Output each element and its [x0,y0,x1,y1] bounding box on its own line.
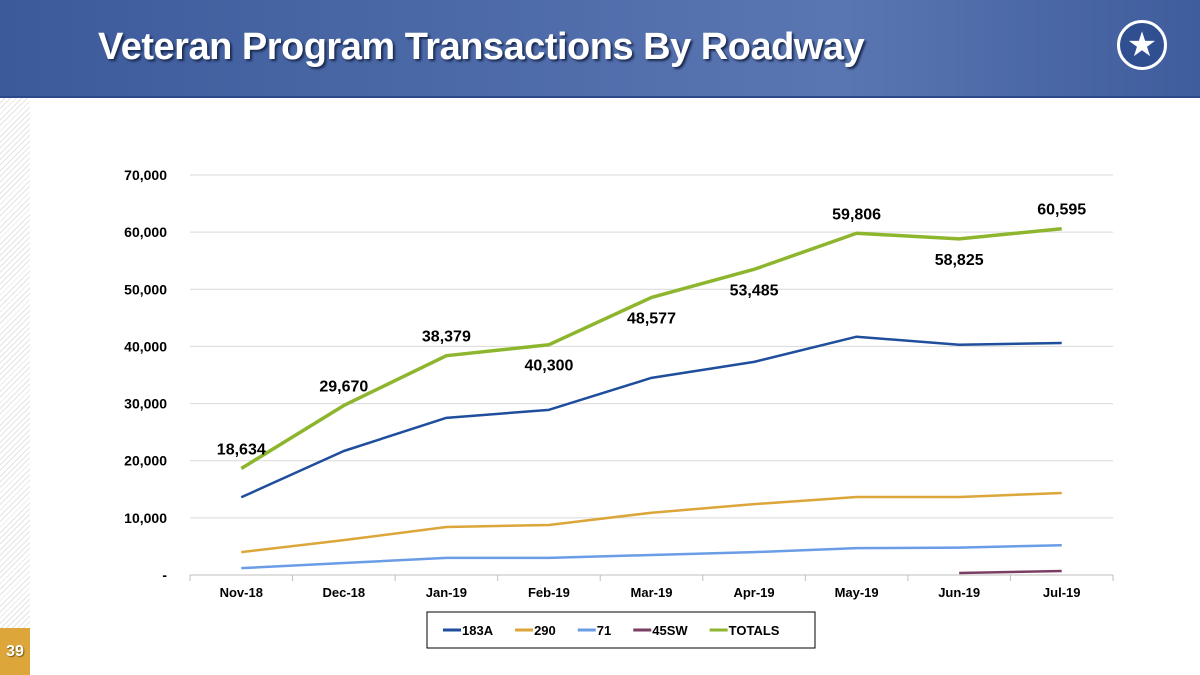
y-tick-label: 50,000 [124,281,167,297]
x-tick-label: Mar-19 [631,585,673,600]
x-tick-label: Jan-19 [426,585,467,600]
data-label: 38,379 [422,329,471,346]
x-tick-label: Apr-19 [733,585,774,600]
x-tick-label: May-19 [835,585,879,600]
legend-label-290: 290 [534,623,556,638]
x-tick-label: Jun-19 [938,585,980,600]
series-line-290 [241,491,1062,554]
slide-header: Veteran Program Transactions By Roadway … [0,0,1200,98]
x-tick-label: Dec-18 [323,585,366,600]
data-label: 18,634 [217,442,266,459]
series-line-totals [240,227,1062,471]
legend-label-totals: TOTALS [729,623,780,638]
series-line-45sw [959,569,1062,575]
data-label: 40,300 [524,358,573,375]
slide-title: Veteran Program Transactions By Roadway [98,26,865,68]
series-line-71 [241,544,1062,570]
y-tick-label: 40,000 [124,338,167,354]
star-road-logo-icon: ★ [1117,20,1167,70]
series-line-183a [240,335,1062,499]
decorative-hatch-strip [0,98,30,628]
legend-label-71: 71 [597,623,611,638]
page-number: 39 [0,628,30,675]
x-tick-label: Nov-18 [220,585,263,600]
data-label: 58,825 [935,252,984,269]
legend-box [426,611,816,649]
y-tick-label: 30,000 [124,396,167,412]
y-tick-label: 10,000 [124,510,167,526]
y-tick-label: 60,000 [124,224,167,240]
y-tick-label: 20,000 [124,453,167,469]
data-label: 48,577 [627,310,676,327]
data-label: 53,485 [730,282,779,299]
x-tick-label: Feb-19 [528,585,570,600]
y-tick-label: 70,000 [124,167,167,183]
x-tick-label: Jul-19 [1043,585,1081,600]
legend-label-183a: 183A [462,623,494,638]
data-label: 29,670 [319,378,368,395]
data-label: 59,806 [832,206,881,223]
y-tick-label: - [162,567,167,583]
data-label: 60,595 [1037,202,1086,219]
legend-label-45sw: 45SW [652,623,688,638]
